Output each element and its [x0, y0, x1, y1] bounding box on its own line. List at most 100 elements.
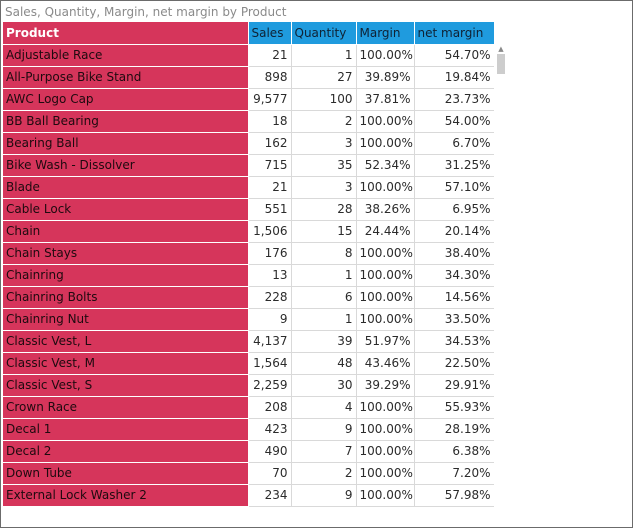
- cell-margin: 100.00%: [356, 440, 415, 463]
- data-table: Product Sales Quantity Margin net margin…: [3, 22, 494, 507]
- cell-sales: 2,259: [248, 374, 292, 397]
- table-row[interactable]: Chain 1,506 15 24.44% 20.14%: [3, 220, 494, 243]
- cell-product: Classic Vest, S: [3, 374, 249, 397]
- cell-margin: 43.46%: [356, 352, 415, 375]
- cell-quantity: 1: [291, 44, 357, 67]
- table-row[interactable]: Classic Vest, L 4,137 39 51.97% 34.53%: [3, 330, 494, 353]
- cell-margin: 52.34%: [356, 154, 415, 177]
- table-row[interactable]: Chainring Nut 9 1 100.00% 33.50%: [3, 308, 494, 331]
- cell-quantity: 39: [291, 330, 357, 353]
- table-row[interactable]: Classic Vest, M 1,564 48 43.46% 22.50%: [3, 352, 494, 375]
- cell-quantity: 8: [291, 242, 357, 265]
- cell-sales: 208: [248, 396, 292, 419]
- cell-margin: 100.00%: [356, 44, 415, 67]
- cell-sales: 1,564: [248, 352, 292, 375]
- cell-product: Chainring Bolts: [3, 286, 249, 309]
- table-row[interactable]: Chainring Bolts 228 6 100.00% 14.56%: [3, 286, 494, 309]
- table-container: Product Sales Quantity Margin net margin…: [3, 22, 494, 527]
- table-row[interactable]: Blade 21 3 100.00% 57.10%: [3, 176, 494, 199]
- cell-product: Bike Wash - Dissolver: [3, 154, 249, 177]
- cell-quantity: 1: [291, 308, 357, 331]
- cell-margin: 100.00%: [356, 242, 415, 265]
- cell-product: Bearing Ball: [3, 132, 249, 155]
- cell-sales: 9,577: [248, 88, 292, 111]
- cell-quantity: 15: [291, 220, 357, 243]
- table-row[interactable]: Bearing Ball 162 3 100.00% 6.70%: [3, 132, 494, 155]
- cell-product: External Lock Washer 2: [3, 484, 249, 507]
- cell-sales: 13: [248, 264, 292, 287]
- cell-product: Chain Stays: [3, 242, 249, 265]
- cell-sales: 21: [248, 176, 292, 199]
- table-row[interactable]: External Lock Washer 2 234 9 100.00% 57.98%: [3, 484, 494, 507]
- cell-net-margin: 29.91%: [414, 374, 494, 397]
- table-row[interactable]: Cable Lock 551 28 38.26% 6.95%: [3, 198, 494, 221]
- table-row[interactable]: AWC Logo Cap 9,577 100 37.81% 23.73%: [3, 88, 494, 111]
- chevron-up-icon[interactable]: ▲: [498, 45, 504, 53]
- cell-sales: 228: [248, 286, 292, 309]
- cell-product: Decal 2: [3, 440, 249, 463]
- cell-sales: 162: [248, 132, 292, 155]
- table-row[interactable]: Chainring 13 1 100.00% 34.30%: [3, 264, 494, 287]
- table-row[interactable]: Decal 2 490 7 100.00% 6.38%: [3, 440, 494, 463]
- table-row[interactable]: Chain Stays 176 8 100.00% 38.40%: [3, 242, 494, 265]
- cell-quantity: 35: [291, 154, 357, 177]
- cell-quantity: 27: [291, 66, 357, 89]
- vertical-scrollbar[interactable]: ▲: [496, 45, 506, 527]
- table-row[interactable]: Down Tube 70 2 100.00% 7.20%: [3, 462, 494, 485]
- cell-net-margin: 20.14%: [414, 220, 494, 243]
- cell-net-margin: 7.20%: [414, 462, 494, 485]
- column-header-product[interactable]: Product: [3, 22, 249, 45]
- cell-product: AWC Logo Cap: [3, 88, 249, 111]
- cell-quantity: 9: [291, 484, 357, 507]
- cell-net-margin: 57.98%: [414, 484, 494, 507]
- cell-net-margin: 57.10%: [414, 176, 494, 199]
- cell-product: Chainring Nut: [3, 308, 249, 331]
- cell-quantity: 30: [291, 374, 357, 397]
- cell-margin: 100.00%: [356, 286, 415, 309]
- cell-net-margin: 22.50%: [414, 352, 494, 375]
- table-row[interactable]: All-Purpose Bike Stand 898 27 39.89% 19.84%: [3, 66, 494, 89]
- column-header-sales[interactable]: Sales: [248, 22, 292, 45]
- cell-product: Classic Vest, M: [3, 352, 249, 375]
- cell-margin: 39.89%: [356, 66, 415, 89]
- cell-product: BB Ball Bearing: [3, 110, 249, 133]
- column-header-margin[interactable]: Margin: [356, 22, 415, 45]
- cell-quantity: 100: [291, 88, 357, 111]
- cell-net-margin: 23.73%: [414, 88, 494, 111]
- cell-sales: 4,137: [248, 330, 292, 353]
- cell-quantity: 2: [291, 110, 357, 133]
- cell-net-margin: 19.84%: [414, 66, 494, 89]
- cell-product: Adjustable Race: [3, 44, 249, 67]
- cell-net-margin: 54.70%: [414, 44, 494, 67]
- scroll-thumb[interactable]: [497, 54, 505, 74]
- table-row[interactable]: Adjustable Race 21 1 100.00% 54.70%: [3, 44, 494, 67]
- cell-sales: 898: [248, 66, 292, 89]
- cell-margin: 51.97%: [356, 330, 415, 353]
- column-header-quantity[interactable]: Quantity: [291, 22, 357, 45]
- table-row[interactable]: BB Ball Bearing 18 2 100.00% 54.00%: [3, 110, 494, 133]
- table-row[interactable]: Bike Wash - Dissolver 715 35 52.34% 31.25%: [3, 154, 494, 177]
- cell-net-margin: 54.00%: [414, 110, 494, 133]
- cell-sales: 1,506: [248, 220, 292, 243]
- table-row[interactable]: Decal 1 423 9 100.00% 28.19%: [3, 418, 494, 441]
- cell-sales: 551: [248, 198, 292, 221]
- column-header-net-margin[interactable]: net margin: [414, 22, 494, 45]
- cell-margin: 100.00%: [356, 110, 415, 133]
- cell-product: All-Purpose Bike Stand: [3, 66, 249, 89]
- cell-net-margin: 6.70%: [414, 132, 494, 155]
- cell-margin: 100.00%: [356, 462, 415, 485]
- cell-quantity: 48: [291, 352, 357, 375]
- cell-net-margin: 55.93%: [414, 396, 494, 419]
- table-row[interactable]: Classic Vest, S 2,259 30 39.29% 29.91%: [3, 374, 494, 397]
- table-row[interactable]: Crown Race 208 4 100.00% 55.93%: [3, 396, 494, 419]
- cell-quantity: 3: [291, 132, 357, 155]
- cell-margin: 100.00%: [356, 484, 415, 507]
- cell-net-margin: 28.19%: [414, 418, 494, 441]
- cell-sales: 70: [248, 462, 292, 485]
- cell-sales: 423: [248, 418, 292, 441]
- cell-margin: 39.29%: [356, 374, 415, 397]
- cell-sales: 18: [248, 110, 292, 133]
- cell-margin: 38.26%: [356, 198, 415, 221]
- cell-net-margin: 38.40%: [414, 242, 494, 265]
- cell-sales: 176: [248, 242, 292, 265]
